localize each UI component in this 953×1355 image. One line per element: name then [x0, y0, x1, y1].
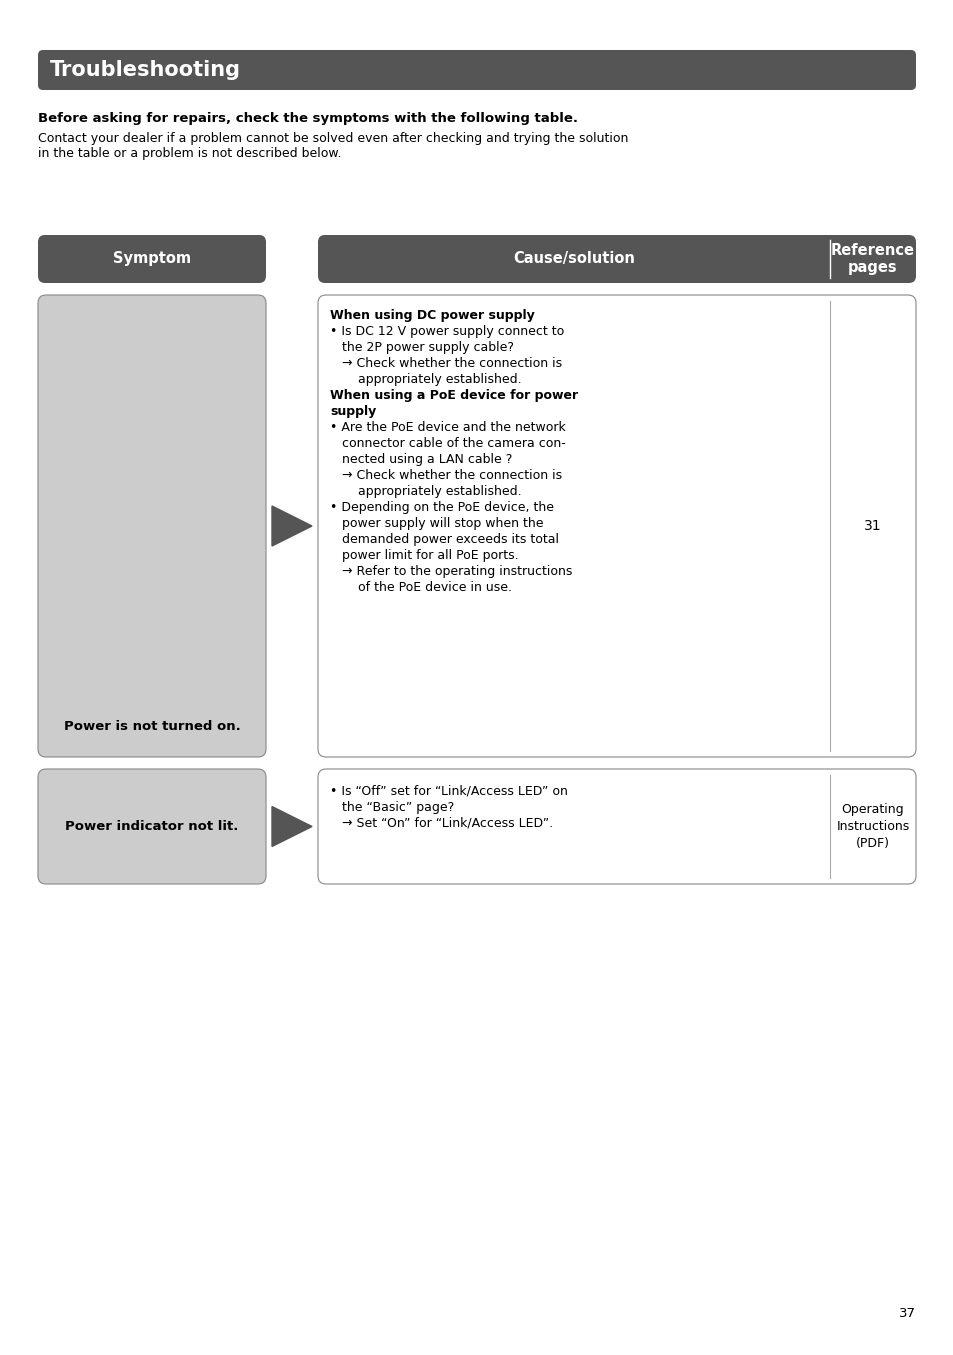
Text: supply: supply — [330, 405, 375, 417]
FancyBboxPatch shape — [317, 295, 915, 757]
Text: • Are the PoE device and the network: • Are the PoE device and the network — [330, 421, 565, 434]
Text: appropriately established.: appropriately established. — [330, 485, 521, 499]
FancyBboxPatch shape — [38, 50, 915, 89]
FancyBboxPatch shape — [38, 234, 266, 283]
Text: of the PoE device in use.: of the PoE device in use. — [330, 581, 512, 593]
FancyBboxPatch shape — [38, 295, 266, 757]
Polygon shape — [272, 505, 312, 546]
Text: the “Basic” page?: the “Basic” page? — [330, 801, 454, 814]
Text: 31: 31 — [863, 519, 881, 533]
FancyBboxPatch shape — [38, 770, 266, 883]
Text: → Check whether the connection is: → Check whether the connection is — [330, 469, 561, 482]
Text: Troubleshooting: Troubleshooting — [50, 60, 241, 80]
Text: When using a PoE device for power: When using a PoE device for power — [330, 389, 578, 402]
Text: Power is not turned on.: Power is not turned on. — [64, 721, 240, 733]
Text: Contact your dealer if a problem cannot be solved even after checking and trying: Contact your dealer if a problem cannot … — [38, 131, 628, 145]
Text: Operating
Instructions
(PDF): Operating Instructions (PDF) — [836, 804, 908, 850]
Text: the 2P power supply cable?: the 2P power supply cable? — [330, 341, 514, 354]
Text: → Set “On” for “Link/Access LED”.: → Set “On” for “Link/Access LED”. — [330, 817, 553, 831]
Text: connector cable of the camera con-: connector cable of the camera con- — [330, 438, 565, 450]
Text: appropriately established.: appropriately established. — [330, 373, 521, 386]
Text: • Depending on the PoE device, the: • Depending on the PoE device, the — [330, 501, 554, 514]
FancyBboxPatch shape — [317, 234, 915, 283]
Text: Cause/solution: Cause/solution — [513, 252, 635, 267]
Text: Power indicator not lit.: Power indicator not lit. — [65, 820, 238, 833]
Text: in the table or a problem is not described below.: in the table or a problem is not describ… — [38, 146, 341, 160]
Text: Reference
pages: Reference pages — [830, 243, 914, 275]
Text: → Refer to the operating instructions: → Refer to the operating instructions — [330, 565, 572, 579]
Text: When using DC power supply: When using DC power supply — [330, 309, 535, 322]
Text: demanded power exceeds its total: demanded power exceeds its total — [330, 533, 558, 546]
Polygon shape — [272, 806, 312, 847]
Text: • Is DC 12 V power supply connect to: • Is DC 12 V power supply connect to — [330, 325, 563, 337]
FancyBboxPatch shape — [317, 770, 915, 883]
Text: power supply will stop when the: power supply will stop when the — [330, 518, 543, 530]
Text: • Is “Off” set for “Link/Access LED” on: • Is “Off” set for “Link/Access LED” on — [330, 785, 567, 798]
Text: Before asking for repairs, check the symptoms with the following table.: Before asking for repairs, check the sym… — [38, 112, 578, 125]
Text: 37: 37 — [898, 1308, 915, 1320]
Text: nected using a LAN cable ?: nected using a LAN cable ? — [330, 453, 512, 466]
Text: Symptom: Symptom — [112, 252, 191, 267]
Text: → Check whether the connection is: → Check whether the connection is — [330, 356, 561, 370]
Text: power limit for all PoE ports.: power limit for all PoE ports. — [330, 549, 518, 562]
